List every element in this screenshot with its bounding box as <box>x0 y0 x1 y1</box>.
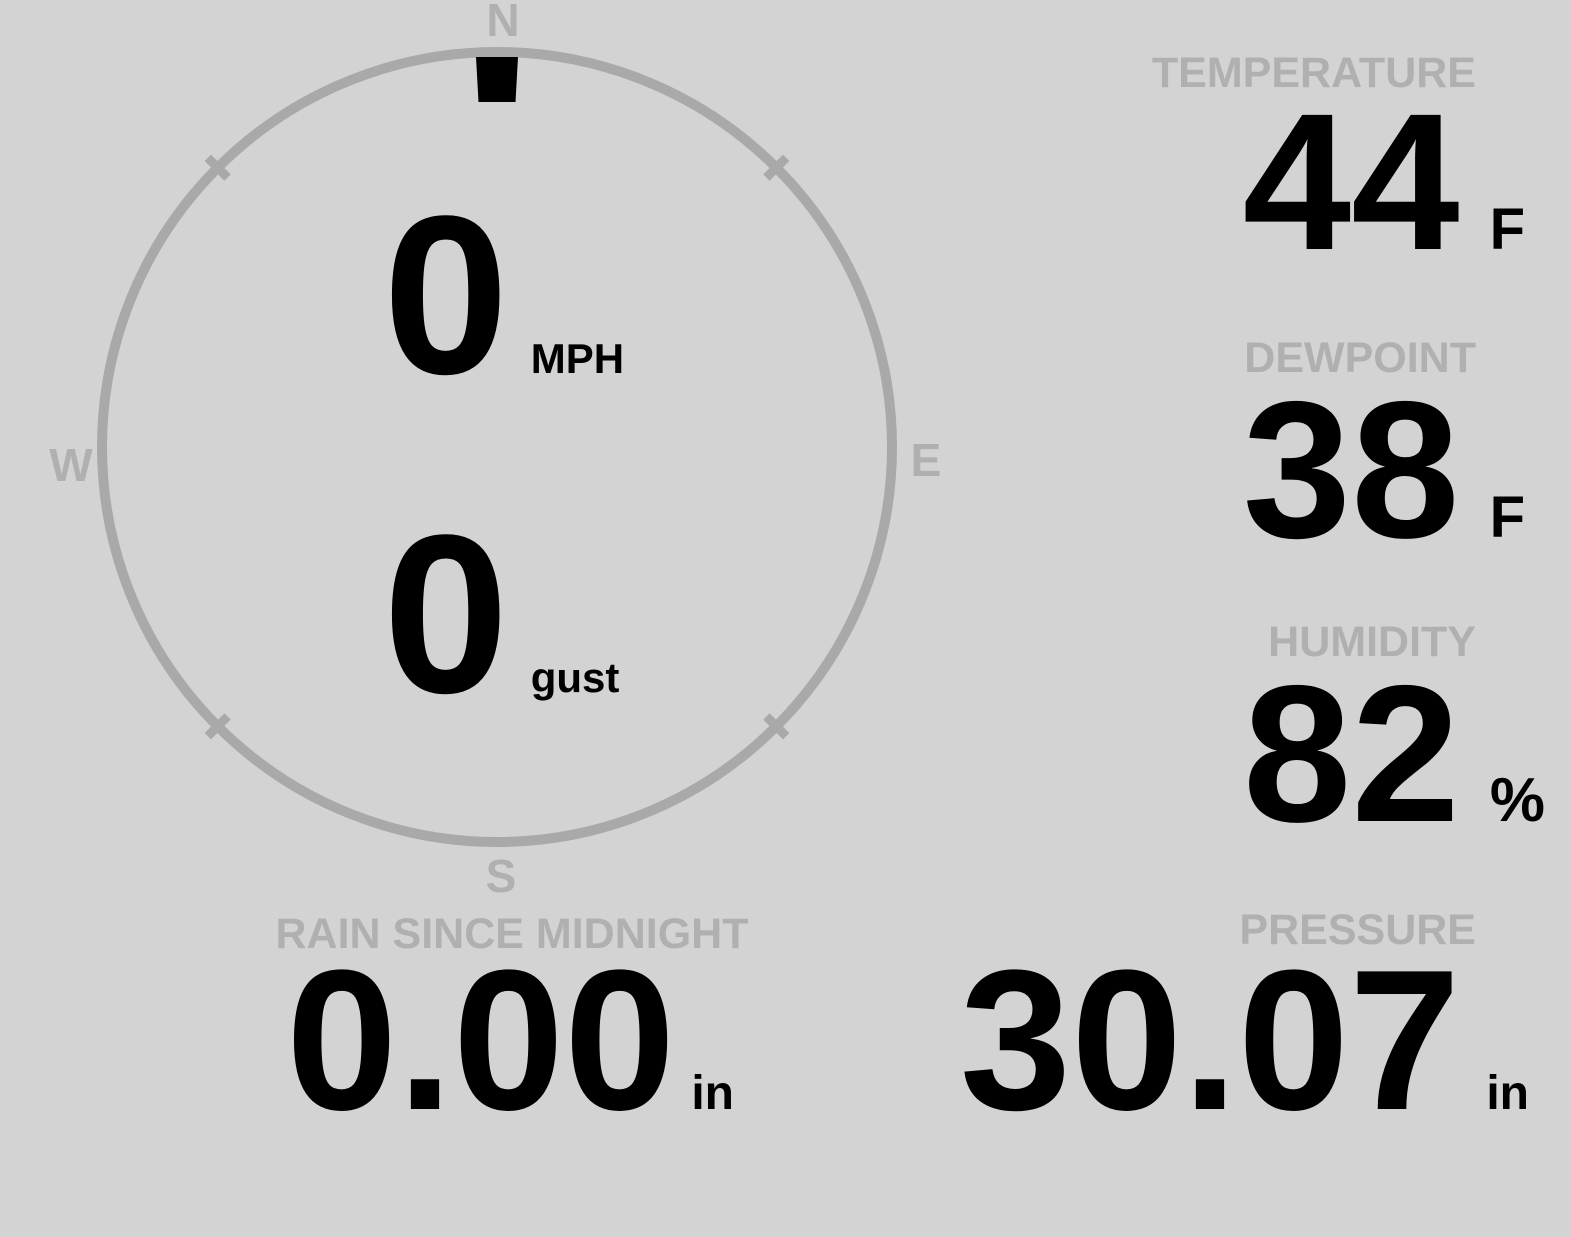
humidity-label: HUMIDITY <box>1268 618 1476 666</box>
dewpoint-unit: F <box>1489 485 1525 550</box>
temperature-reading: 44 F <box>1243 85 1525 280</box>
wind-gust: 0 gust <box>383 501 619 727</box>
pressure-reading: 30.07 in <box>960 941 1529 1141</box>
dewpoint-label: DEWPOINT <box>1244 334 1476 382</box>
rain-unit: in <box>691 1067 734 1120</box>
compass-label-west: W <box>49 439 93 491</box>
rain-reading: 0.00 in <box>286 941 734 1141</box>
wind-gust-unit: gust <box>530 654 620 701</box>
wind-direction-marker-icon <box>476 57 518 102</box>
dewpoint-reading: 38 F <box>1243 373 1525 568</box>
compass-label-north: N <box>486 0 520 46</box>
humidity-unit: % <box>1489 766 1545 835</box>
temperature-value: 44 <box>1242 73 1460 291</box>
dewpoint-value: 38 <box>1242 361 1460 579</box>
wind-speed-unit: MPH <box>530 335 625 382</box>
wind-speed-value: 0 <box>383 168 509 421</box>
rain-value: 0.00 <box>286 929 676 1152</box>
compass-tick-se <box>763 713 790 740</box>
pressure-value: 30.07 <box>959 929 1461 1152</box>
temperature-unit: F <box>1489 197 1525 262</box>
pressure-unit: in <box>1486 1067 1529 1120</box>
rain-label: RAIN SINCE MIDNIGHT <box>275 910 749 958</box>
temperature-label: TEMPERATURE <box>1151 49 1476 97</box>
compass-tick-nw <box>204 154 231 181</box>
pressure-label: PRESSURE <box>1239 906 1476 954</box>
humidity-value: 82 <box>1242 645 1460 863</box>
wind-gust-value: 0 <box>383 487 509 740</box>
wind-compass-dial <box>97 47 897 847</box>
compass-tick-ne <box>763 154 790 181</box>
humidity-reading: 82 % <box>1243 657 1545 852</box>
wind-speed: 0 MPH <box>383 182 624 408</box>
compass-circle <box>97 47 897 847</box>
compass-label-south: S <box>485 850 517 902</box>
compass-label-east: E <box>910 434 942 486</box>
compass-tick-sw <box>204 713 231 740</box>
